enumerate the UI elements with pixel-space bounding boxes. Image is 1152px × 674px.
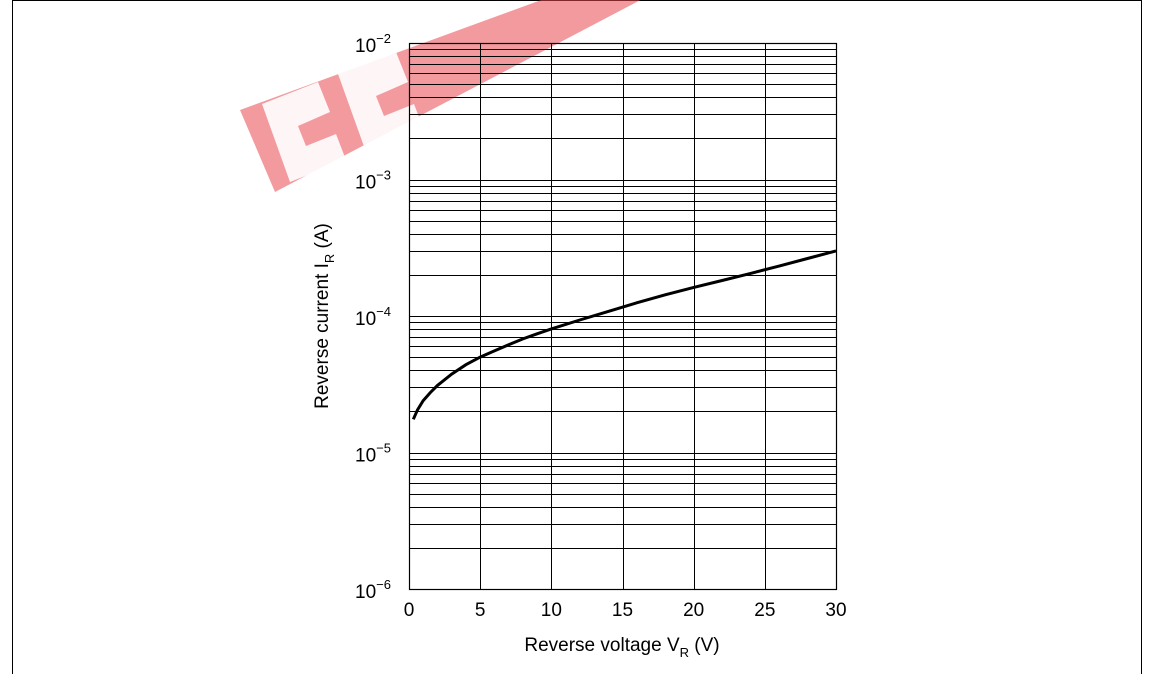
y-axis-label: Reverse current IR (A) [312, 223, 337, 409]
x-tick-label: 25 [754, 600, 775, 621]
x-tick-label: 20 [683, 600, 704, 621]
y-tick-label: 10−4 [355, 304, 391, 330]
x-tick-label: 10 [541, 600, 562, 621]
watermark-letter-e1 [262, 82, 346, 182]
x-tick-label: 15 [612, 600, 633, 621]
x-axis-label: Reverse voltage VR (V) [524, 635, 719, 660]
plot-grid [408, 42, 838, 591]
watermark-band [240, 0, 641, 192]
x-tick-label: 5 [475, 600, 486, 621]
y-tick-label: 10−3 [355, 168, 391, 194]
watermark-logo [240, 0, 641, 192]
x-tick-label: 30 [825, 600, 846, 621]
tick-labels: 0 5 10 15 20 25 30 10−6 10−5 10−4 10−3 10−2 [355, 31, 847, 621]
watermark-letter-e2 [338, 52, 424, 152]
y-tick-label: 10−5 [355, 441, 391, 467]
plot-area [408, 42, 838, 591]
x-tick-label: 0 [404, 600, 415, 621]
y-tick-label: 10−2 [355, 31, 391, 57]
y-tick-label: 10−6 [355, 577, 391, 603]
series-line [411, 249, 837, 420]
